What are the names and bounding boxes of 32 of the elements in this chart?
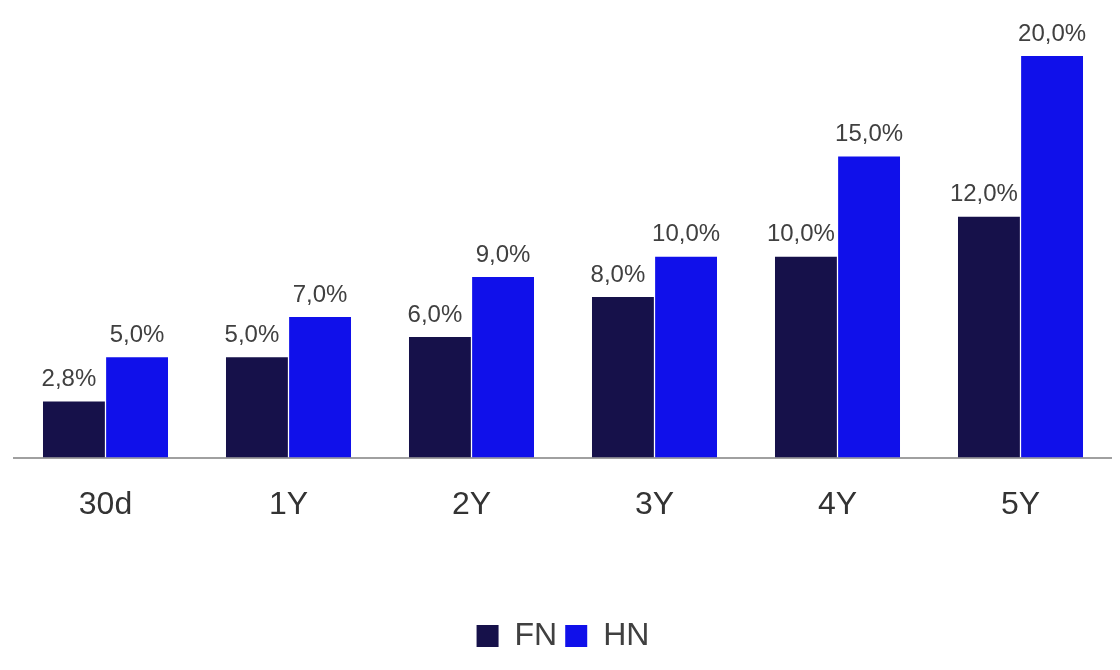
bar (1021, 56, 1083, 458)
bar (655, 256, 717, 458)
data-label: 5,0% (109, 319, 165, 347)
x-tick-label: 30d (78, 484, 133, 521)
data-label: 10,0% (652, 219, 721, 247)
x-tick-label: 4Y (817, 484, 858, 521)
bar (838, 156, 900, 458)
data-label: 7,0% (292, 279, 348, 307)
bar (592, 296, 654, 458)
data-label: 12,0% (949, 179, 1018, 207)
bar (409, 337, 471, 458)
bar (226, 357, 288, 458)
data-label: 2,8% (41, 364, 97, 391)
x-tick-label: 1Y (268, 484, 309, 521)
bar (43, 401, 105, 458)
x-tick-label: 5Y (1000, 484, 1041, 521)
legend-label: HN (603, 615, 650, 652)
data-label: 20,0% (1018, 18, 1087, 46)
data-label: 6,0% (407, 299, 463, 327)
x-tick-label: 2Y (451, 484, 492, 521)
data-label: 5,0% (224, 319, 280, 347)
bar (775, 256, 837, 458)
data-label: 9,0% (475, 239, 531, 267)
bar (106, 357, 168, 458)
bar (958, 216, 1020, 458)
x-tick-label: 3Y (634, 484, 675, 521)
data-label: 8,0% (590, 259, 646, 287)
data-label: 10,0% (766, 219, 835, 247)
data-label: 15,0% (835, 119, 904, 147)
bar (472, 276, 534, 458)
legend-label: FN (514, 615, 558, 652)
bar (289, 317, 351, 458)
